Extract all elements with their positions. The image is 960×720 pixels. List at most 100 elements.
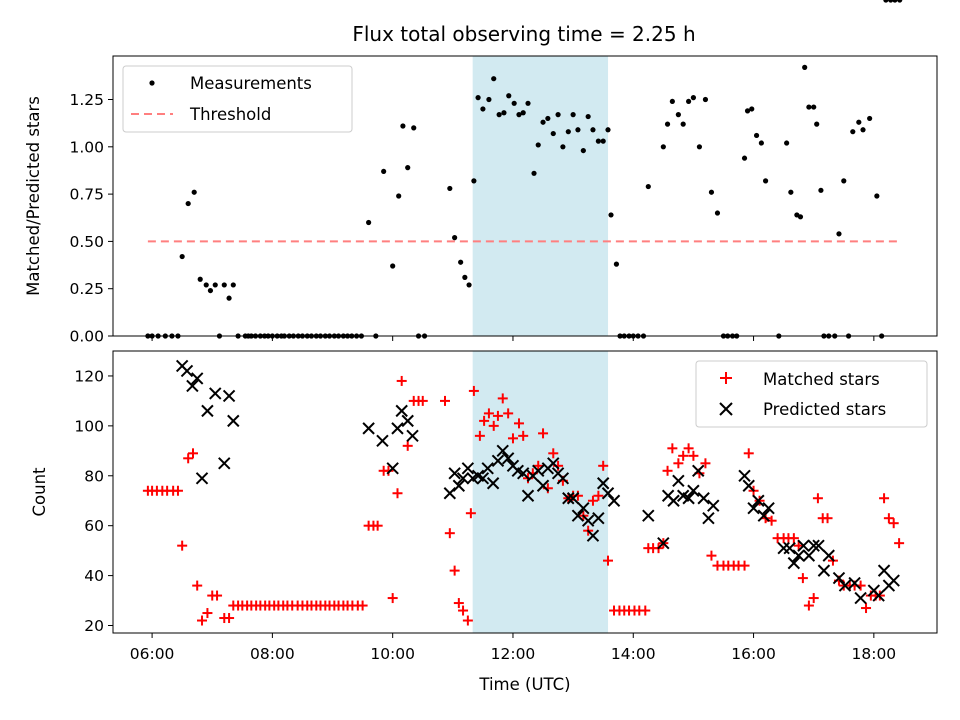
- legend-threshold-label: Threshold: [189, 105, 271, 124]
- predicted-star-point: [227, 414, 240, 428]
- predicted-star-stroke: [516, 467, 530, 480]
- matched-star-point: [739, 560, 750, 571]
- predicted-star-point: [848, 576, 861, 590]
- matched-star-point: [483, 408, 494, 419]
- predicted-star-point: [757, 509, 770, 522]
- measurement-point: [207, 287, 214, 294]
- measurement-point: [590, 127, 596, 133]
- matched-star-point: [357, 600, 368, 611]
- measurement-point: [366, 219, 372, 226]
- measurement-point: [680, 121, 686, 127]
- predicted-star-point: [521, 489, 535, 502]
- predicted-star-point: [577, 502, 590, 515]
- matched-star-point: [894, 538, 905, 549]
- predicted-star-point: [596, 477, 610, 490]
- predicted-star-stroke: [807, 539, 820, 552]
- measurement-point: [475, 95, 481, 101]
- matched-star-point: [183, 453, 194, 464]
- measurement-point: [400, 123, 406, 129]
- counts-y-tick-label: 80: [84, 467, 104, 485]
- x-axis-label: Time (UTC): [478, 675, 570, 694]
- measurement-point: [531, 170, 537, 176]
- predicted-star-stroke: [783, 541, 796, 555]
- predicted-star-point: [562, 492, 575, 505]
- predicted-star-point: [822, 549, 835, 562]
- measurement-point: [814, 121, 820, 127]
- x-tick-label: 18:00: [852, 645, 897, 663]
- predicted-star-stroke: [657, 536, 670, 550]
- predicted-star-point: [838, 579, 852, 592]
- predicted-star-point: [877, 564, 891, 577]
- matched-star-point: [538, 428, 549, 439]
- counts-y-tick-label: 40: [84, 567, 104, 585]
- measurement-point: [570, 112, 576, 118]
- legend-predicted-marker: [719, 402, 733, 416]
- predicted-star-stroke: [491, 454, 505, 468]
- predicted-star-stroke: [481, 462, 494, 475]
- predicted-star-point: [406, 429, 419, 443]
- measurement-point: [520, 110, 526, 116]
- predicted-star-point: [180, 364, 194, 378]
- predicted-star-stroke: [692, 464, 705, 477]
- predicted-star-point: [854, 591, 867, 605]
- predicted-star-point: [386, 462, 399, 475]
- matched-star-point: [793, 540, 804, 551]
- predicted-star-point: [395, 404, 408, 418]
- predicted-star-stroke: [682, 492, 695, 505]
- predicted-star-point: [195, 472, 209, 485]
- predicted-star-point: [812, 539, 825, 552]
- ratio-panel-frame: [112, 55, 938, 337]
- matched-star-point: [513, 418, 524, 429]
- predicted-star-point: [672, 474, 685, 487]
- predicted-star-stroke: [571, 509, 585, 522]
- matched-star-point: [465, 508, 476, 519]
- predicted-star-stroke: [391, 422, 404, 435]
- predicted-star-stroke: [395, 404, 408, 418]
- predicted-star-stroke: [532, 464, 545, 477]
- matched-star-point: [440, 395, 451, 406]
- measurements-layer: [145, 0, 903, 339]
- predicted-star-point: [496, 444, 509, 458]
- ratio-legend: Measurements Threshold: [122, 65, 353, 133]
- predicted-star-point: [547, 457, 560, 470]
- predicted-star-stroke: [456, 472, 470, 485]
- measurement-point: [203, 282, 209, 288]
- counts-y-tick-label: 60: [84, 517, 104, 535]
- predicted-star-stroke: [592, 511, 605, 525]
- legend-matched-label: Matched stars: [763, 370, 880, 389]
- predicted-star-stroke: [757, 509, 770, 522]
- predicted-star-point: [832, 571, 846, 585]
- measurement-point: [226, 295, 232, 301]
- predicted-star-stroke: [707, 499, 720, 512]
- measurement-point: [897, 0, 903, 3]
- x-tick-label: 14:00: [611, 645, 656, 663]
- measurement-point: [669, 98, 675, 105]
- measurement-point: [185, 200, 191, 207]
- counts-ylabel: Count: [30, 467, 49, 517]
- matched-star-point: [700, 458, 711, 469]
- predicted-star-point: [657, 536, 670, 550]
- predicted-star-point: [452, 479, 466, 492]
- predicted-star-stroke: [521, 489, 535, 502]
- measurement-point: [841, 178, 847, 184]
- predicted-star-point: [532, 464, 545, 477]
- predicted-star-stroke: [752, 494, 765, 507]
- predicted-star-stroke: [195, 472, 209, 485]
- predicted-star-stroke: [401, 414, 414, 428]
- matched-star-point: [678, 450, 689, 461]
- matched-star-point: [392, 488, 403, 499]
- matched-star-point: [453, 598, 464, 609]
- matched-star-point: [497, 393, 508, 404]
- observing-band: [472, 351, 609, 633]
- measurement-point: [560, 144, 566, 150]
- predicted-star-point: [566, 492, 580, 505]
- predicted-star-stroke: [209, 387, 222, 400]
- observing-band: [472, 56, 609, 336]
- predicted-star-stroke: [180, 364, 194, 378]
- predicted-star-point: [797, 539, 810, 552]
- counts-y-tick-label: 100: [74, 417, 104, 435]
- predicted-star-stroke: [586, 529, 600, 542]
- predicted-star-stroke: [822, 549, 835, 562]
- x-tick-label: 10:00: [370, 645, 415, 663]
- measurement-point: [191, 189, 197, 195]
